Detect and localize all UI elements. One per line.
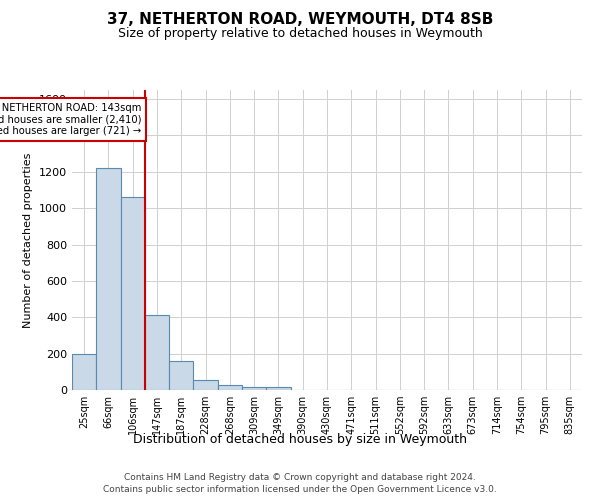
Bar [266,386,290,390]
Bar [169,361,193,390]
Bar [145,316,169,390]
Text: Size of property relative to detached houses in Weymouth: Size of property relative to detached ho… [118,28,482,40]
Text: Contains public sector information licensed under the Open Government Licence v3: Contains public sector information licen… [103,485,497,494]
Text: Distribution of detached houses by size in Weymouth: Distribution of detached houses by size … [133,432,467,446]
Bar [193,380,218,390]
Text: Contains HM Land Registry data © Crown copyright and database right 2024.: Contains HM Land Registry data © Crown c… [124,472,476,482]
Bar [72,354,96,390]
Bar [121,198,145,390]
Text: 37 NETHERTON ROAD: 143sqm
← 77% of detached houses are smaller (2,410)
23% of se: 37 NETHERTON ROAD: 143sqm ← 77% of detac… [0,102,141,136]
Text: 37, NETHERTON ROAD, WEYMOUTH, DT4 8SB: 37, NETHERTON ROAD, WEYMOUTH, DT4 8SB [107,12,493,28]
Bar [218,384,242,390]
Bar [242,386,266,390]
Y-axis label: Number of detached properties: Number of detached properties [23,152,34,328]
Bar [96,168,121,390]
